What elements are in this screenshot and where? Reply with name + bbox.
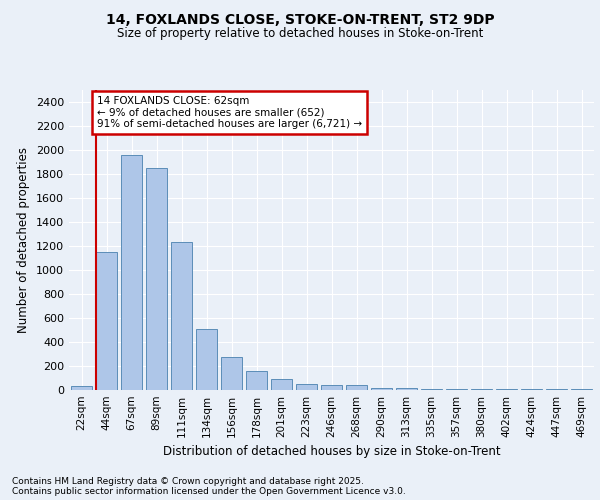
Text: Size of property relative to detached houses in Stoke-on-Trent: Size of property relative to detached ho… bbox=[117, 28, 483, 40]
Bar bbox=[221, 357, 242, 390]
Text: 14, FOXLANDS CLOSE, STOKE-ON-TRENT, ST2 9DP: 14, FOXLANDS CLOSE, STOKE-ON-TRENT, ST2 … bbox=[106, 12, 494, 26]
Bar bbox=[71, 386, 92, 390]
Bar bbox=[371, 388, 392, 390]
Bar bbox=[171, 242, 192, 390]
Bar bbox=[96, 252, 117, 390]
Bar bbox=[146, 168, 167, 390]
Text: Contains HM Land Registry data © Crown copyright and database right 2025.: Contains HM Land Registry data © Crown c… bbox=[12, 477, 364, 486]
Bar bbox=[296, 384, 317, 390]
Bar bbox=[346, 385, 367, 390]
Y-axis label: Number of detached properties: Number of detached properties bbox=[17, 147, 31, 333]
X-axis label: Distribution of detached houses by size in Stoke-on-Trent: Distribution of detached houses by size … bbox=[163, 446, 500, 458]
Bar bbox=[121, 155, 142, 390]
Bar bbox=[246, 372, 267, 390]
Bar bbox=[396, 388, 417, 390]
Text: Contains public sector information licensed under the Open Government Licence v3: Contains public sector information licen… bbox=[12, 487, 406, 496]
Bar bbox=[271, 379, 292, 390]
Bar bbox=[321, 385, 342, 390]
Text: 14 FOXLANDS CLOSE: 62sqm
← 9% of detached houses are smaller (652)
91% of semi-d: 14 FOXLANDS CLOSE: 62sqm ← 9% of detache… bbox=[97, 96, 362, 129]
Bar bbox=[196, 329, 217, 390]
